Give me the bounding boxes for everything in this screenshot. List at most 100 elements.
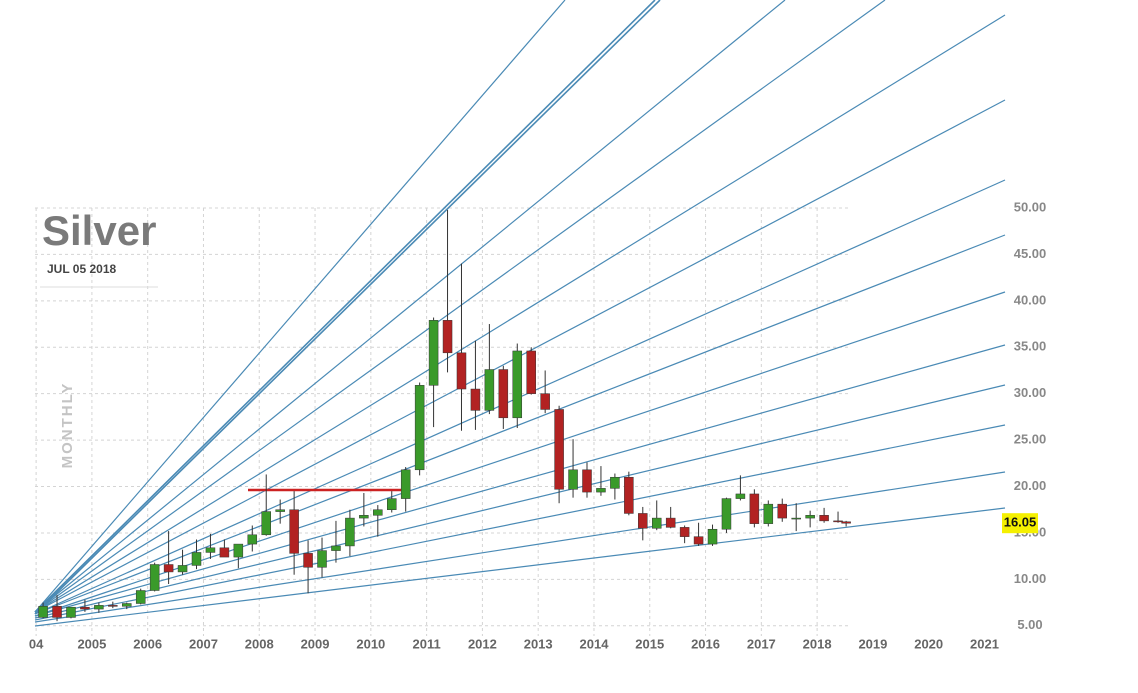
candle-body bbox=[66, 606, 76, 618]
candle-body bbox=[303, 553, 313, 568]
candle-body bbox=[763, 503, 774, 524]
candle-body bbox=[484, 369, 495, 411]
candle-body bbox=[191, 552, 202, 566]
candle-body bbox=[596, 488, 606, 493]
candle-body bbox=[289, 509, 299, 554]
candle-body bbox=[819, 515, 829, 522]
fan-line bbox=[34, 344, 1006, 617]
x-tick-label: 2018 bbox=[803, 636, 832, 651]
fan-line bbox=[34, 0, 661, 615]
candle-body bbox=[624, 476, 634, 514]
candle-body bbox=[219, 547, 230, 558]
fan-line bbox=[34, 507, 1006, 627]
candle-body bbox=[428, 320, 439, 386]
x-tick-label: 2005 bbox=[77, 636, 106, 651]
period-label: MONTHLY bbox=[59, 382, 76, 469]
y-tick-label: 35.00 bbox=[1014, 339, 1047, 354]
x-tick-label: 04 bbox=[29, 636, 44, 651]
candle-body bbox=[582, 469, 592, 493]
x-tick-label: 2016 bbox=[691, 636, 720, 651]
x-tick-label: 2013 bbox=[524, 636, 553, 651]
candle-body bbox=[205, 547, 216, 553]
candle-body bbox=[791, 517, 801, 520]
x-tick-label: 2014 bbox=[580, 636, 610, 651]
candle-body bbox=[707, 528, 718, 545]
candle-body bbox=[749, 493, 760, 524]
candle-body bbox=[568, 469, 578, 490]
x-tick-label: 2008 bbox=[245, 636, 274, 651]
candle-body bbox=[554, 409, 564, 490]
candles bbox=[38, 209, 851, 622]
candle-body bbox=[94, 605, 104, 610]
candle-body bbox=[38, 606, 48, 618]
x-tick-label: 2009 bbox=[301, 636, 330, 651]
axes: 5.0010.0015.0020.0025.0030.0035.0040.004… bbox=[29, 199, 1046, 651]
candle-body bbox=[470, 388, 481, 411]
x-tick-label: 2017 bbox=[747, 636, 776, 651]
candle-body bbox=[52, 606, 62, 618]
chart-subtitle: JUL 05 2018 bbox=[47, 262, 116, 276]
x-tick-label: 2006 bbox=[133, 636, 162, 651]
y-tick-label: 20.00 bbox=[1014, 478, 1047, 493]
candle-body bbox=[387, 498, 397, 510]
candle-body bbox=[456, 352, 467, 390]
candle-body bbox=[149, 564, 160, 591]
x-tick-label: 2010 bbox=[356, 636, 385, 651]
fan-line bbox=[34, 0, 656, 613]
y-tick-label: 30.00 bbox=[1014, 385, 1047, 400]
candle-body bbox=[247, 534, 258, 545]
candle-body bbox=[841, 521, 851, 524]
last-price-label: 16.05 bbox=[1004, 515, 1037, 530]
y-tick-label: 40.00 bbox=[1014, 292, 1047, 307]
x-tick-label: 2020 bbox=[914, 636, 943, 651]
candle-body bbox=[122, 603, 132, 607]
candle-body bbox=[135, 590, 146, 604]
fan-line bbox=[34, 424, 1006, 621]
candle-body bbox=[317, 550, 327, 568]
fan-line bbox=[34, 0, 786, 613]
x-tick-label: 2011 bbox=[413, 636, 441, 651]
candle-body bbox=[540, 393, 550, 410]
candle-body bbox=[721, 498, 732, 530]
x-tick-label: 2007 bbox=[189, 636, 218, 651]
candle-body bbox=[665, 517, 676, 528]
candle-body bbox=[275, 509, 285, 512]
y-tick-label: 5.00 bbox=[1017, 617, 1042, 632]
candle-body bbox=[512, 350, 523, 419]
candle-body bbox=[400, 469, 411, 499]
candle-body bbox=[442, 320, 453, 354]
fan-line bbox=[34, 384, 1006, 619]
candle-body bbox=[414, 385, 425, 471]
candle-body bbox=[693, 536, 704, 545]
candle-body bbox=[651, 517, 662, 529]
candle-body bbox=[526, 350, 536, 394]
x-tick-label: 2012 bbox=[468, 636, 497, 651]
candle-body bbox=[638, 513, 648, 529]
chart-title: Silver bbox=[42, 207, 156, 254]
candle-body bbox=[331, 545, 341, 551]
candle-body bbox=[610, 476, 620, 489]
x-tick-label: 2015 bbox=[635, 636, 664, 651]
y-tick-label: 45.00 bbox=[1014, 246, 1047, 261]
y-tick-label: 50.00 bbox=[1014, 199, 1047, 214]
candle-body bbox=[735, 493, 746, 499]
x-tick-label: 2021 bbox=[970, 636, 999, 651]
candle-body bbox=[679, 527, 690, 537]
candle-body bbox=[498, 369, 509, 419]
x-tick-label: 2019 bbox=[858, 636, 887, 651]
candle-body bbox=[80, 606, 90, 610]
fan-line bbox=[34, 0, 886, 613]
candle-body bbox=[345, 517, 355, 547]
fan-line bbox=[34, 14, 1006, 613]
candle-body bbox=[163, 564, 174, 573]
y-tick-label: 25.00 bbox=[1014, 432, 1047, 447]
candle-body bbox=[261, 511, 271, 536]
candle-body bbox=[777, 503, 788, 519]
candle-body bbox=[233, 543, 244, 558]
candle-body bbox=[373, 509, 383, 516]
y-tick-label: 10.00 bbox=[1014, 571, 1047, 586]
fan-line bbox=[34, 0, 566, 613]
fan-line bbox=[34, 471, 1006, 623]
candle-body bbox=[177, 565, 188, 573]
